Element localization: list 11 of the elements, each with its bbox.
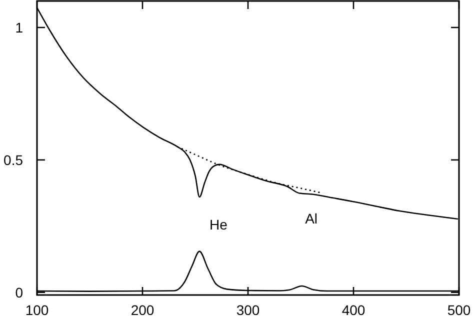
- x-tick-label: 500: [447, 302, 471, 318]
- x-tick-label: 300: [236, 302, 260, 318]
- y-tick-label: 1: [15, 19, 24, 36]
- x-tick-label: 100: [25, 302, 49, 318]
- y-tick-label: 0: [15, 284, 24, 300]
- y-tick-label: 0.5: [4, 152, 24, 168]
- line-series: [176, 146, 322, 194]
- x-tick-label: 400: [342, 302, 366, 318]
- x-tick-label: 200: [130, 302, 154, 318]
- annotation: Al: [305, 210, 318, 226]
- annotation: He: [210, 216, 228, 232]
